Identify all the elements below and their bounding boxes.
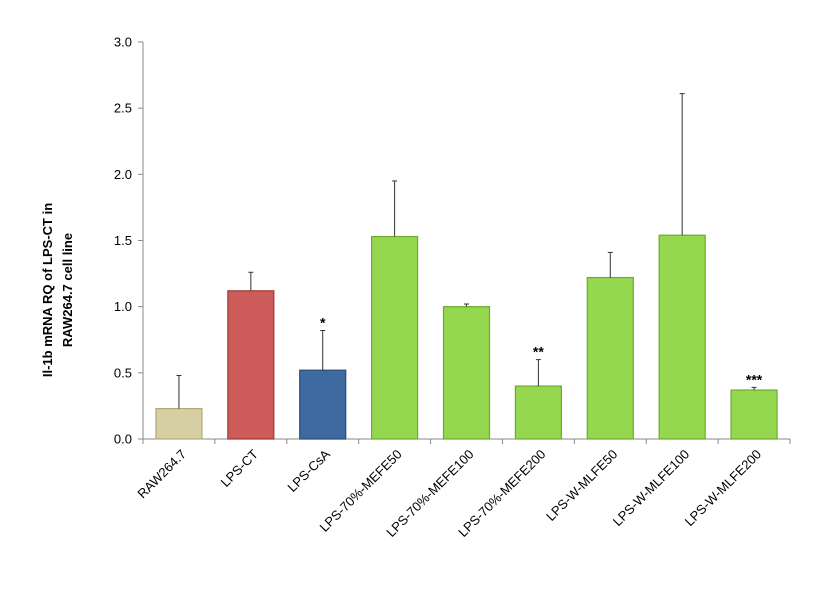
y-axis-title-line-2: RAW264.7 cell line bbox=[60, 233, 75, 347]
y-tick-label: 0.5 bbox=[114, 365, 132, 380]
bar-lps-70-mefe100 bbox=[442, 306, 491, 440]
significance-marker: ** bbox=[533, 344, 544, 360]
bar-lps-w-mlfe200 bbox=[730, 389, 778, 440]
y-axis-title: Il-1b mRNA RQ of LPS-CT in RAW264.7 cell… bbox=[40, 203, 75, 377]
bar-lps-csa bbox=[299, 369, 347, 440]
x-tick-label: LPS-W-MLFE50 bbox=[543, 447, 620, 524]
x-tick-label: LPS-W-MLFE200 bbox=[682, 447, 764, 529]
bar-lps-w-mlfe100 bbox=[658, 234, 706, 440]
y-tick-label: 1.0 bbox=[114, 299, 132, 314]
bar-lps-70-mefe50 bbox=[371, 235, 419, 440]
y-tick-label: 2.5 bbox=[114, 101, 132, 116]
y-axis-title-line-1: Il-1b mRNA RQ of LPS-CT in bbox=[40, 203, 55, 377]
x-tick-label: LPS-CT bbox=[218, 446, 261, 489]
bar-raw264-7 bbox=[155, 407, 203, 440]
x-tick-label: RAW264.7 bbox=[134, 447, 189, 502]
bar-lps-w-mlfe50 bbox=[586, 276, 634, 440]
significance-marker: *** bbox=[746, 371, 763, 387]
y-tick-labels: 0.0 0.5 1.0 1.5 2.0 2.5 3.0 bbox=[114, 35, 132, 447]
bar-lps-ct bbox=[227, 290, 275, 440]
y-tick-label: 0.0 bbox=[114, 432, 132, 447]
significance-marker: * bbox=[320, 314, 326, 330]
bars bbox=[155, 234, 778, 440]
bar-lps-70-mefe200 bbox=[514, 385, 562, 440]
y-tick-label: 1.5 bbox=[114, 233, 132, 248]
y-tick-label: 2.0 bbox=[114, 167, 132, 182]
y-tick-label: 3.0 bbox=[114, 35, 132, 50]
x-tick-labels: RAW264.7 LPS-CT LPS-CsALPS-70%-MEFE50LPS-7… bbox=[134, 446, 764, 540]
error-bars bbox=[176, 93, 757, 409]
x-tick-label: LPS-W-MLFE100 bbox=[610, 447, 692, 529]
x-tick-label: LPS-CsA bbox=[284, 446, 333, 495]
significance-markers: ****** bbox=[320, 314, 763, 387]
